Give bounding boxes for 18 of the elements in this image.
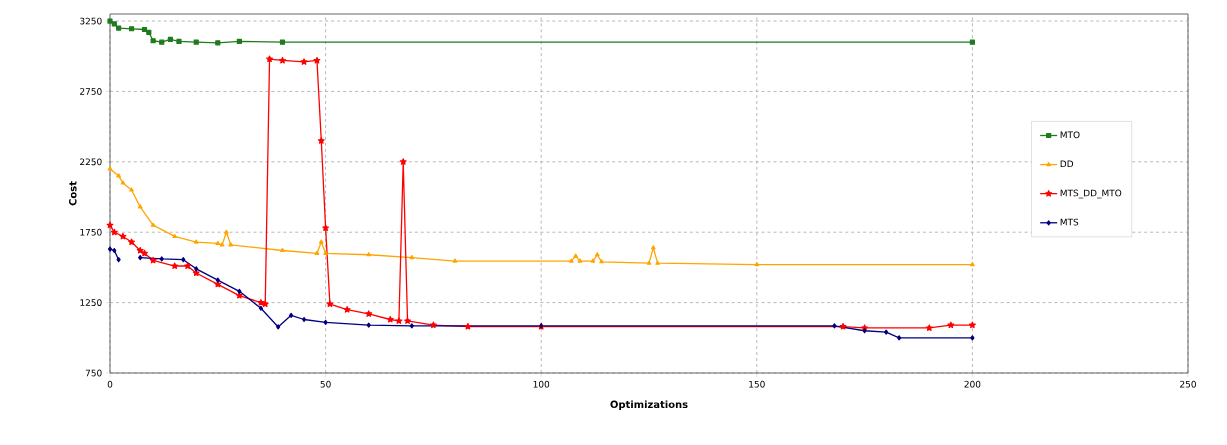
legend-label: MTO — [1060, 131, 1080, 139]
x-tick-label: 250 — [1180, 380, 1196, 388]
y-axis-title: Cost — [69, 181, 77, 206]
legend-label: MTS — [1060, 218, 1079, 226]
legend-label: DD — [1060, 160, 1074, 168]
x-tick-label: 0 — [107, 380, 113, 388]
y-tick-label: 2750 — [80, 88, 102, 95]
legend-label: MTS_DD_MTO — [1060, 189, 1122, 199]
y-tick-label: 1750 — [80, 228, 102, 236]
x-axis-title: Optimizations — [610, 400, 688, 411]
y-tick-label: 3250 — [80, 17, 102, 25]
y-tick-label: 1250 — [80, 299, 102, 306]
x-tick-label: 150 — [749, 380, 765, 388]
x-tick-label: 50 — [320, 380, 331, 388]
y-tick-label: 2250 — [80, 158, 102, 166]
x-tick-label: 100 — [533, 380, 550, 388]
y-tick-label: 750 — [85, 369, 102, 377]
x-tick-label: 200 — [964, 380, 981, 388]
